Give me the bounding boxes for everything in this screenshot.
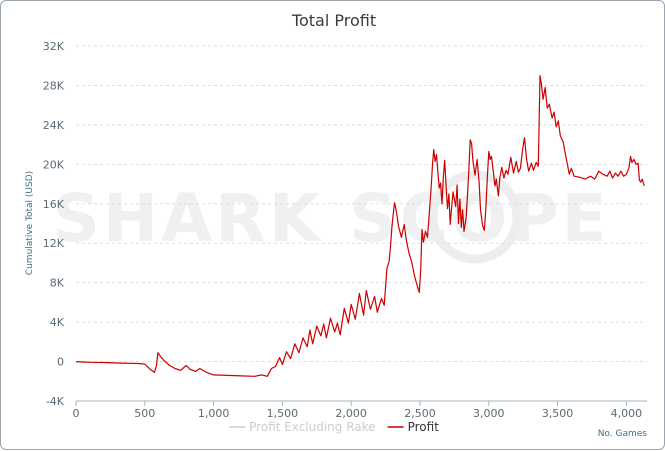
chart-title: Total Profit xyxy=(291,11,376,30)
sharkscope-watermark: SHARK SCOPE xyxy=(52,170,609,264)
y-tick-label: 24K xyxy=(43,119,65,132)
legend-item-profit: Profit xyxy=(387,420,440,434)
series-layer xyxy=(75,74,645,377)
y-tick-label: 8K xyxy=(50,277,65,290)
x-tick-label: 500 xyxy=(134,407,155,420)
x-tick-label: 3,000 xyxy=(473,407,505,420)
x-tick-label: 0 xyxy=(73,407,80,420)
x-tick-label: 4,000 xyxy=(611,407,643,420)
x-tick-label: 1,000 xyxy=(198,407,230,420)
watermark-text: SHARK SCOPE xyxy=(52,180,609,257)
legend-item-profit-excluding-rake: Profit Excluding Rake xyxy=(229,420,376,434)
y-tick-label: 16K xyxy=(43,198,65,211)
y-tick-label: 20K xyxy=(43,158,65,171)
y-tick-label: 0 xyxy=(57,356,64,369)
y-tick-label: 28K xyxy=(43,79,65,92)
y-tick-label: 4K xyxy=(50,316,65,329)
series-line-profit xyxy=(75,74,645,377)
x-tick-label: 2,500 xyxy=(404,407,436,420)
x-tick-label: 3,500 xyxy=(542,407,574,420)
x-tick-label: 2,000 xyxy=(335,407,367,420)
y-tick-label: 12K xyxy=(43,237,65,250)
legend-label: Profit xyxy=(408,420,440,434)
legend-label: Profit Excluding Rake xyxy=(249,420,375,434)
y-tick-label: 32K xyxy=(43,40,65,53)
x-axis-label: No. Games xyxy=(598,429,648,439)
y-axis-label: Cumulative Total (USD) xyxy=(25,171,35,275)
legend: Profit Excluding Rake Profit xyxy=(229,420,439,434)
y-tick-label: -4K xyxy=(46,395,65,408)
grid xyxy=(76,45,647,363)
x-tick-label: 1,500 xyxy=(267,407,299,420)
axes: -4K 0 4K 8K 12K 16K 20K 24K 28K 32K 0 500 1,000 1,500… xyxy=(43,40,647,420)
